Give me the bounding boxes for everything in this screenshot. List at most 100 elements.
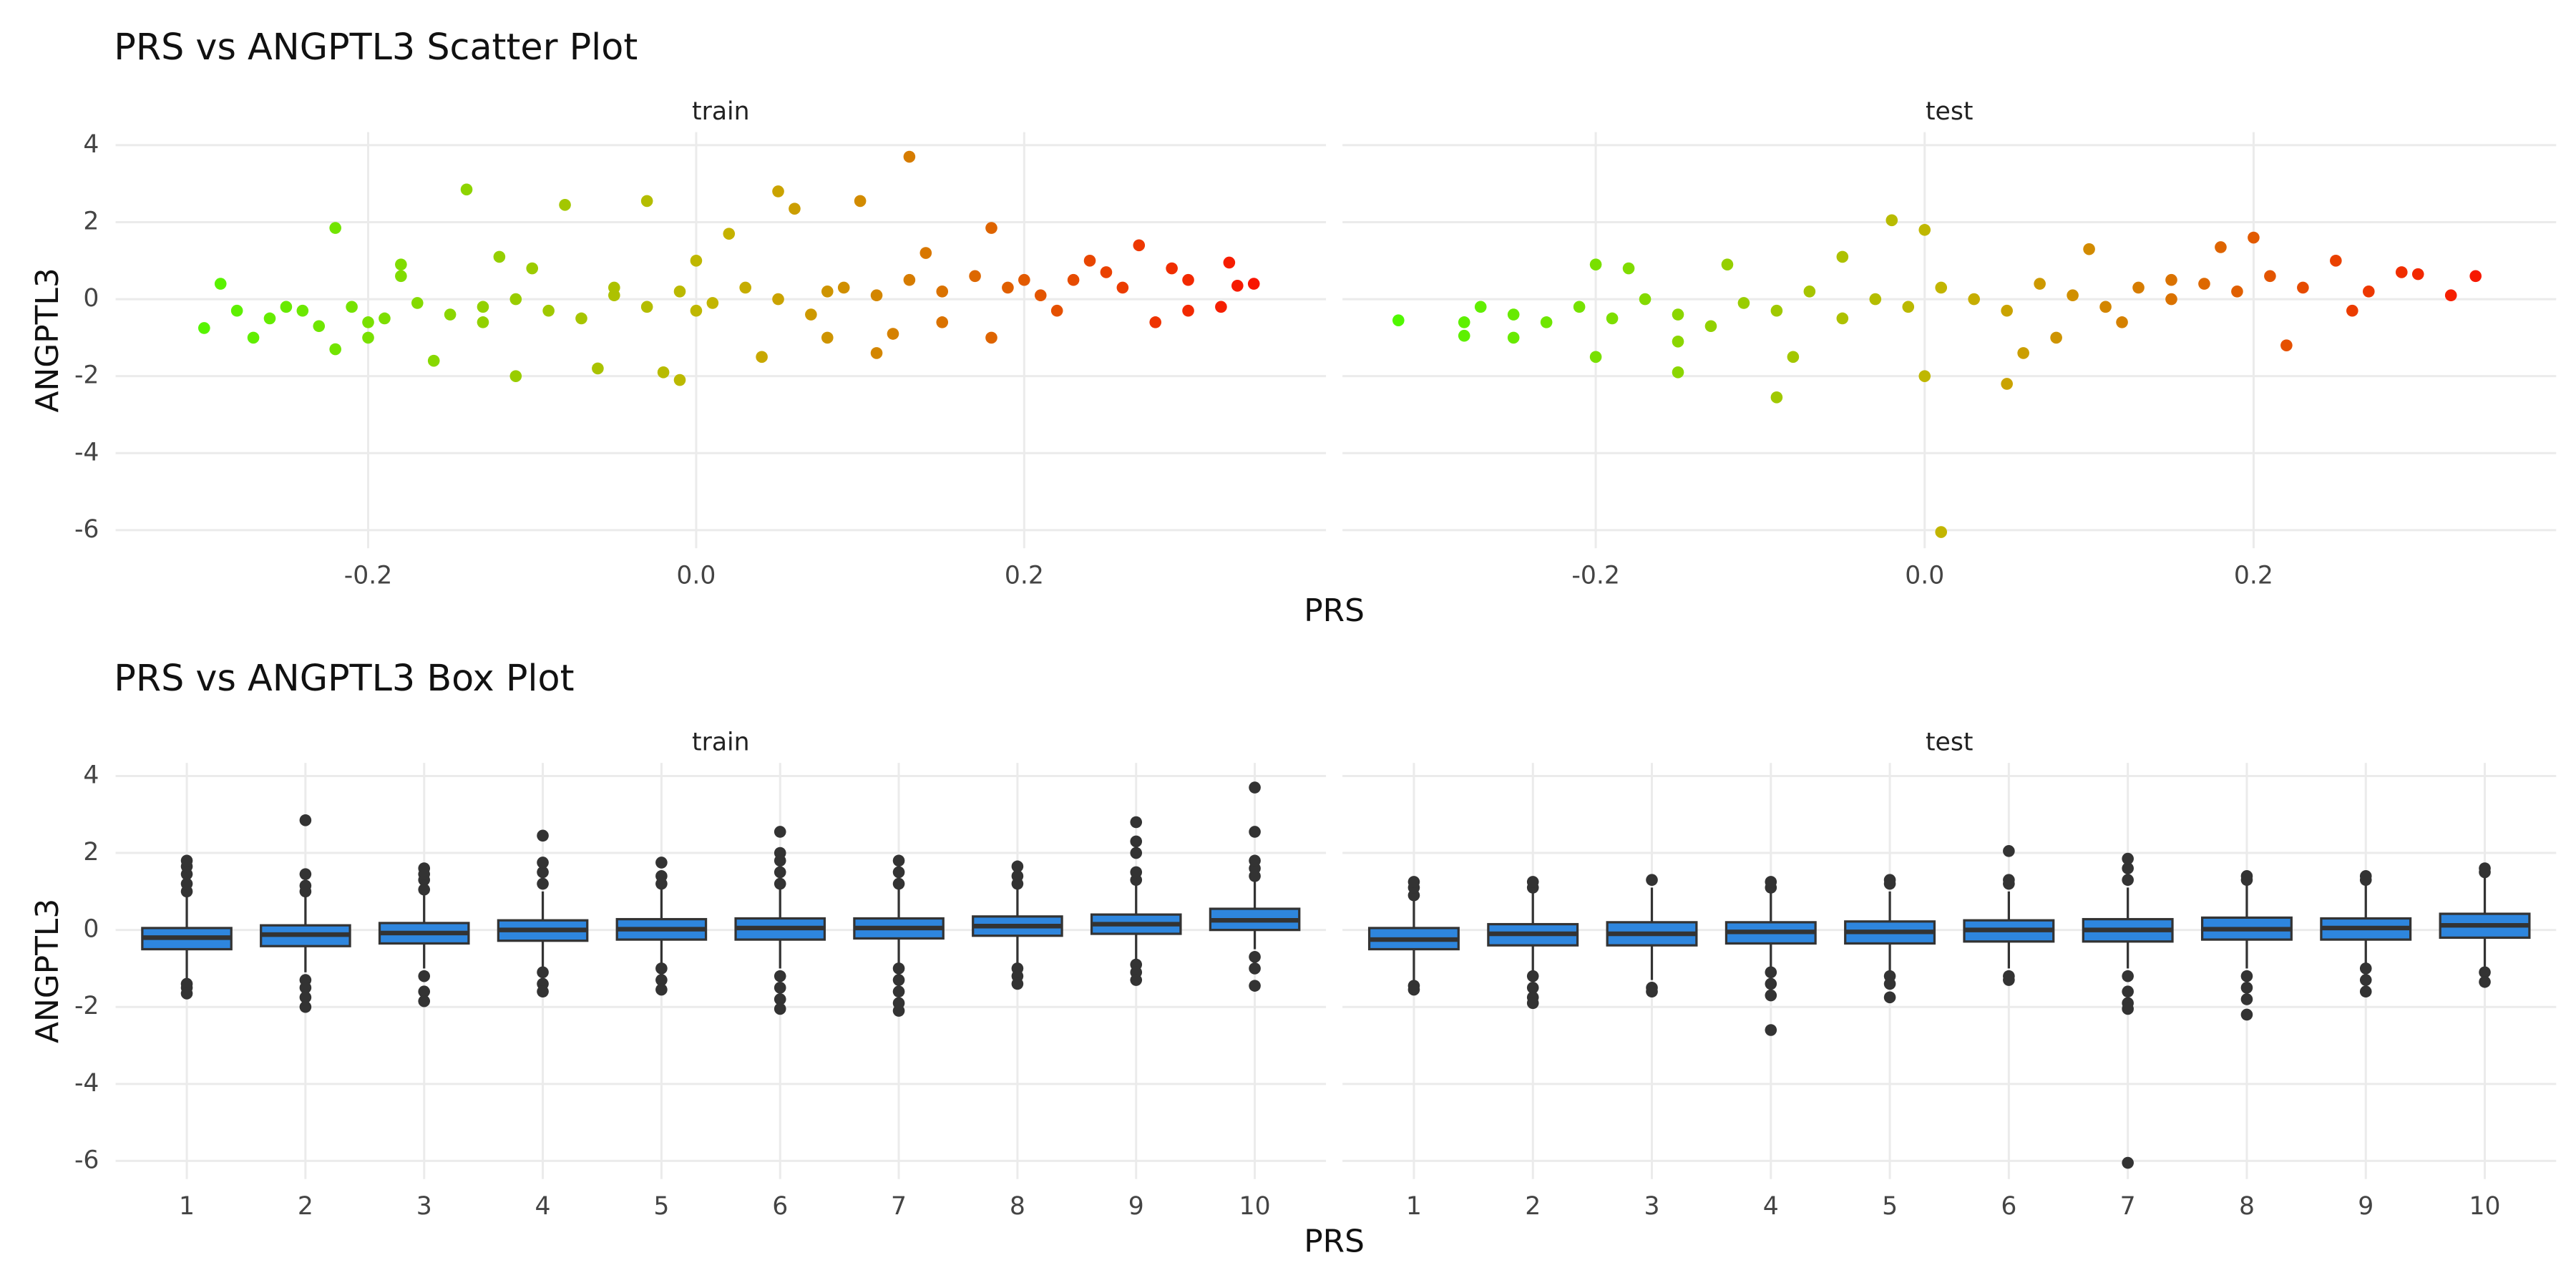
scatter-point bbox=[2132, 281, 2145, 294]
scatter-point bbox=[2198, 278, 2210, 290]
outlier-point bbox=[2240, 1008, 2253, 1021]
scatter-point bbox=[1458, 316, 1470, 328]
scatter-point bbox=[526, 262, 539, 275]
scatter-point bbox=[296, 304, 309, 317]
scatter-point bbox=[690, 254, 703, 267]
outlier-point bbox=[2240, 970, 2253, 982]
outlier-point bbox=[1407, 876, 1420, 888]
scatter-point bbox=[1721, 258, 1734, 270]
scatter-point bbox=[1902, 301, 1915, 313]
scatter-point bbox=[362, 316, 374, 328]
outlier-point bbox=[2122, 874, 2134, 887]
scatter-point bbox=[2050, 331, 2062, 344]
outlier-point bbox=[774, 982, 786, 994]
scatter-point bbox=[608, 289, 620, 302]
scatter-point bbox=[1885, 214, 1898, 227]
outlier-point bbox=[299, 982, 312, 994]
x-tick-label: 9 bbox=[1128, 1192, 1144, 1221]
scatter-point bbox=[362, 331, 374, 344]
scatter-point bbox=[411, 297, 424, 309]
outlier-point bbox=[2479, 975, 2491, 988]
scatter-point bbox=[1474, 301, 1487, 313]
outlier-point bbox=[655, 974, 668, 986]
scatter-point bbox=[1935, 281, 1948, 294]
scatter-point bbox=[1589, 258, 1602, 270]
scatter-point bbox=[1050, 304, 1063, 317]
outlier-point bbox=[2359, 962, 2372, 975]
scatter-point bbox=[2001, 304, 2013, 317]
y-tick-label: 4 bbox=[83, 130, 99, 159]
scatter-point bbox=[657, 366, 670, 379]
chart-title: PRS vs ANGPTL3 Box Plot bbox=[114, 657, 574, 699]
scatter-point bbox=[2395, 266, 2408, 278]
outlier-point bbox=[892, 1005, 905, 1017]
scatter-point bbox=[772, 185, 784, 197]
outlier-point bbox=[774, 847, 786, 859]
scatter-point bbox=[427, 354, 440, 367]
scatter-point bbox=[1182, 304, 1194, 317]
scatter-point bbox=[673, 286, 686, 298]
outlier-point bbox=[2359, 870, 2372, 882]
y-tick-label: 2 bbox=[83, 838, 99, 867]
outlier-point bbox=[1249, 962, 1261, 975]
outlier-point bbox=[774, 866, 786, 879]
outlier-point bbox=[2359, 974, 2372, 986]
y-tick-label: 4 bbox=[83, 761, 99, 789]
scatter-point bbox=[280, 301, 293, 313]
outlier-point bbox=[774, 877, 786, 890]
x-tick-label: 6 bbox=[2001, 1192, 2016, 1221]
scatter-point bbox=[756, 351, 768, 364]
x-tick-label: 9 bbox=[2358, 1192, 2373, 1221]
outlier-point bbox=[2003, 845, 2015, 857]
outlier-point bbox=[774, 993, 786, 1005]
outlier-point bbox=[655, 870, 668, 882]
scatter-point bbox=[837, 281, 850, 294]
scatter-point bbox=[2017, 347, 2029, 359]
outlier-point bbox=[1249, 854, 1261, 867]
outlier-point bbox=[2122, 985, 2134, 998]
outlier-point bbox=[2240, 993, 2253, 1005]
scatter-point bbox=[1231, 279, 1244, 292]
scatter-point bbox=[870, 347, 883, 359]
scatter-point bbox=[1869, 293, 1882, 306]
scatter-point bbox=[969, 270, 981, 283]
scatter-point bbox=[575, 312, 587, 325]
outlier-point bbox=[774, 970, 786, 982]
outlier-point bbox=[1765, 977, 1777, 990]
outlier-point bbox=[537, 857, 549, 869]
scatter-point bbox=[1018, 273, 1030, 286]
scatter-point bbox=[1622, 262, 1635, 275]
scatter-point bbox=[329, 222, 341, 234]
outlier-point bbox=[1765, 876, 1777, 888]
outlier-point bbox=[892, 985, 905, 998]
scatter-point bbox=[346, 301, 358, 313]
x-tick-label: -0.2 bbox=[344, 561, 393, 590]
scatter-point bbox=[1737, 297, 1750, 309]
x-tick-label: 10 bbox=[1239, 1192, 1271, 1221]
outlier-point bbox=[1526, 876, 1539, 888]
scatter-point bbox=[821, 331, 834, 344]
scatter-point bbox=[706, 297, 719, 309]
scatter-point bbox=[2083, 243, 2095, 255]
scatter-point bbox=[640, 301, 653, 313]
scatter-point bbox=[1836, 250, 1849, 263]
outlier-point bbox=[774, 1002, 786, 1015]
scatter-point bbox=[805, 308, 817, 321]
outlier-point bbox=[180, 987, 193, 1000]
scatter-point bbox=[542, 304, 555, 317]
scatter-point bbox=[1540, 316, 1553, 328]
scatter-point bbox=[559, 198, 571, 211]
outlier-point bbox=[1249, 950, 1261, 963]
scatter-point bbox=[2165, 293, 2177, 306]
outlier-point bbox=[1407, 983, 1420, 996]
scatter-point bbox=[1606, 312, 1619, 325]
outlier-point bbox=[1130, 974, 1143, 986]
scatter-point bbox=[1935, 526, 1948, 538]
scatter-point bbox=[1034, 289, 1047, 302]
scatter-point bbox=[1770, 304, 1783, 317]
x-tick-label: 3 bbox=[1644, 1192, 1659, 1221]
scatter-point bbox=[1149, 316, 1162, 328]
y-tick-label: 0 bbox=[83, 284, 99, 313]
outlier-point bbox=[2479, 966, 2491, 979]
